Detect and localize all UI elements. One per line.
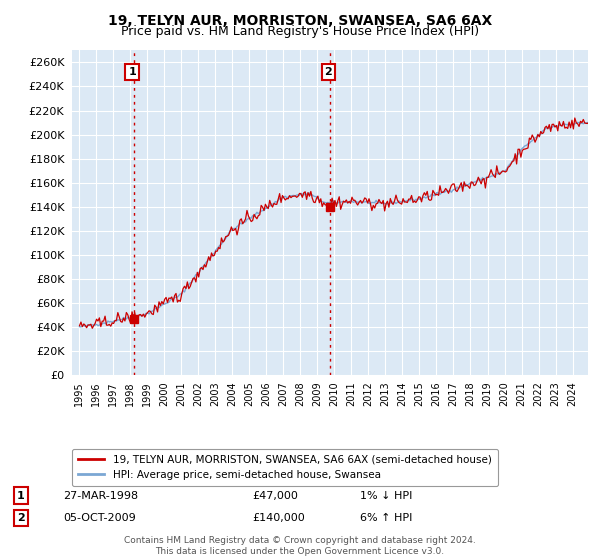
- Text: Contains HM Land Registry data © Crown copyright and database right 2024.
This d: Contains HM Land Registry data © Crown c…: [124, 536, 476, 556]
- Text: £140,000: £140,000: [252, 513, 305, 523]
- Text: 2: 2: [325, 67, 332, 77]
- Text: 1% ↓ HPI: 1% ↓ HPI: [360, 491, 412, 501]
- Text: 1: 1: [17, 491, 25, 501]
- Text: Price paid vs. HM Land Registry's House Price Index (HPI): Price paid vs. HM Land Registry's House …: [121, 25, 479, 38]
- Text: 6% ↑ HPI: 6% ↑ HPI: [360, 513, 412, 523]
- Text: 2: 2: [17, 513, 25, 523]
- Legend: 19, TELYN AUR, MORRISTON, SWANSEA, SA6 6AX (semi-detached house), HPI: Average p: 19, TELYN AUR, MORRISTON, SWANSEA, SA6 6…: [72, 449, 498, 486]
- Text: £47,000: £47,000: [252, 491, 298, 501]
- Text: 19, TELYN AUR, MORRISTON, SWANSEA, SA6 6AX: 19, TELYN AUR, MORRISTON, SWANSEA, SA6 6…: [108, 14, 492, 28]
- Text: 27-MAR-1998: 27-MAR-1998: [63, 491, 138, 501]
- Text: 05-OCT-2009: 05-OCT-2009: [63, 513, 136, 523]
- Text: 1: 1: [128, 67, 136, 77]
